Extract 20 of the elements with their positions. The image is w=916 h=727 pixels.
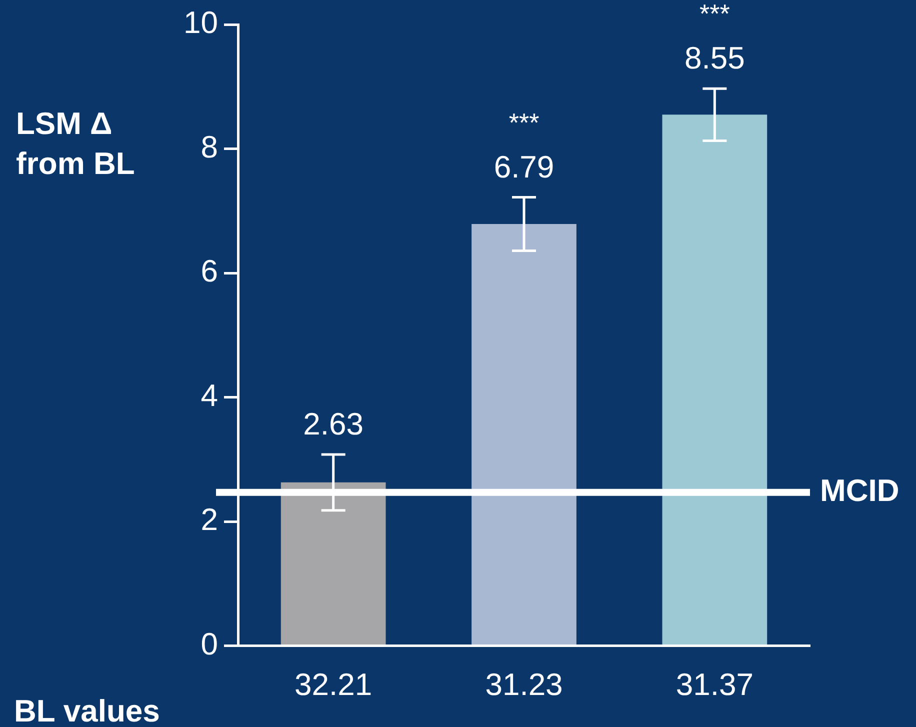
x-tick-label: 31.23 [485, 666, 563, 702]
x-tick-label: 32.21 [294, 666, 372, 702]
y-axis-title: LSM Δ from BL [16, 105, 136, 183]
annotation: *** [508, 107, 540, 138]
bar [280, 482, 386, 645]
y-tick-label: 4 [200, 378, 218, 413]
y-tick-label: 6 [200, 254, 218, 289]
y-tick-label: 0 [200, 626, 218, 662]
ref-line-label: MCID [820, 472, 900, 508]
y-tick-label: 8 [200, 129, 218, 164]
y-tick-label: 2 [200, 502, 218, 538]
data-label: 6.79 [494, 149, 554, 184]
y-tick-label: 10 [184, 5, 218, 40]
bar [472, 224, 576, 645]
x-tick-label: 31.37 [676, 666, 754, 702]
data-label: 8.55 [684, 40, 745, 76]
data-label: 2.63 [303, 406, 364, 442]
x-axis-title: BL values [14, 694, 160, 727]
annotation: *** [699, 0, 730, 29]
bar [662, 114, 768, 645]
